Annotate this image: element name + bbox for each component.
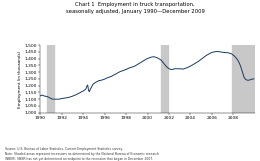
Bar	[47, 45, 54, 113]
Y-axis label: Employment (in thousands): Employment (in thousands)	[18, 50, 22, 108]
Text: Source: U.S. Bureau of Labor Statistics, Current Employment Statistics survey.
N: Source: U.S. Bureau of Labor Statistics,…	[5, 147, 159, 161]
Text: Chart 1  Employment in truck transportation,
seasonally adjusted, January 1990—D: Chart 1 Employment in truck transportati…	[66, 2, 205, 14]
Bar	[232, 45, 255, 113]
Bar	[161, 45, 168, 113]
